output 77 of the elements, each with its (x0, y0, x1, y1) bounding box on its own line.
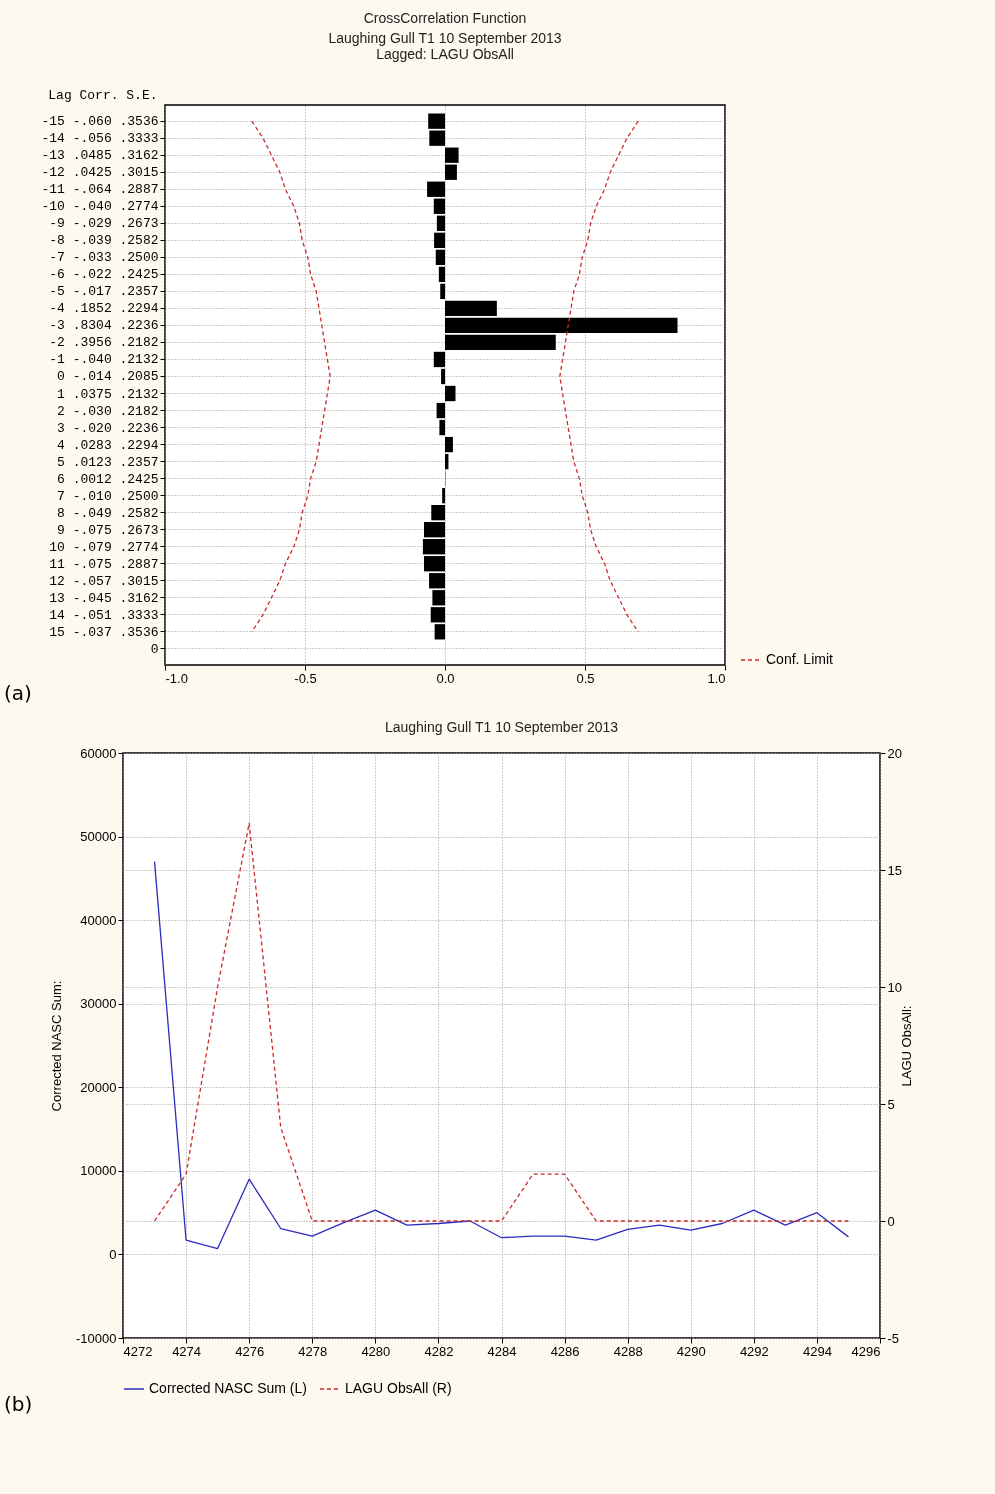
y-tick-label: -1 -.040 .2132 (49, 352, 159, 368)
y-tick-label: 0 -.014 .2085 (57, 369, 159, 385)
y-tick-label: 40000 (80, 912, 117, 928)
y2-tick-label: 15 (887, 862, 902, 878)
y-tick-label: 30000 (80, 996, 117, 1012)
x-tick-label: 4276 (235, 1343, 265, 1359)
y-tick-label: 60000 (80, 745, 117, 761)
y-tick-label: 50000 (80, 829, 117, 845)
y-tick-label: 10 -.079 .2774 (49, 539, 159, 555)
chart-title: CrossCorrelation Function (363, 10, 527, 26)
y-tick-label: -8 -.039 .2582 (49, 233, 159, 249)
y-tick-label: 20000 (80, 1079, 117, 1095)
y-tick-label: 11 -.075 .2887 (49, 556, 159, 572)
y-tick-label: 14 -.051 .3333 (49, 607, 159, 623)
y-tick-label: 8 -.049 .2582 (57, 505, 159, 521)
x-tick-label: -1.0 (165, 670, 188, 686)
y-axis-title: Corrected NASC Sum: (49, 980, 65, 1112)
y-tick-label: -7 -.033 .2500 (49, 250, 159, 266)
x-tick-label: 4286 (550, 1343, 580, 1359)
y-tick-label: 7 -.010 .2500 (57, 488, 159, 504)
legend-label: LAGU ObsAll (R) (345, 1380, 452, 1396)
y-tick-label: 2 -.030 .2182 (57, 403, 159, 419)
y-tick-label: 15 -.037 .3536 (49, 624, 159, 640)
text: (a) (4, 681, 32, 705)
y2-axis-title: LAGU ObsAll: (898, 1005, 914, 1087)
x-tick-label: 4290 (676, 1343, 706, 1359)
x-tick-label: 4272 (123, 1343, 153, 1359)
x-tick-label: 4296 (851, 1343, 881, 1359)
y-tick-label: 5 .0123 .2357 (57, 454, 159, 470)
x-tick-label: -0.5 (294, 670, 317, 686)
x-tick-label: 0.5 (576, 670, 595, 686)
y-tick-label: 13 -.045 .3162 (49, 590, 159, 606)
legend-label: Corrected NASC Sum (L) (149, 1380, 307, 1396)
legend-label: Conf. Limit (766, 651, 834, 667)
y-tick-label: 12 -.057 .3015 (49, 573, 159, 589)
x-tick-label: 0.0 (436, 670, 455, 686)
y-tick-label: -5 -.017 .2357 (49, 284, 159, 300)
y2-tick-label: 20 (887, 745, 902, 761)
y-tick-label: -10000 (76, 1330, 117, 1346)
y-axis-title: Lag Corr. S.E. (48, 87, 158, 103)
y-tick-label: 1 .0375 .2132 (57, 386, 159, 402)
y2-tick-label: 10 (887, 979, 902, 995)
y-tick-label: -4 .1852 .2294 (49, 301, 159, 317)
x-tick-label: 4288 (613, 1343, 643, 1359)
x-tick-label: 4274 (172, 1343, 202, 1359)
y-tick-label: -2 .3956 .2182 (49, 335, 159, 351)
text: (b) (4, 1392, 33, 1416)
y-tick-label: -11 -.064 .2887 (41, 182, 159, 198)
y-tick-label: -9 -.029 .2673 (49, 216, 159, 232)
y-tick-label: 0 (109, 1246, 117, 1262)
y2-tick-label: 0 (887, 1213, 895, 1229)
x-tick-label: 4280 (361, 1343, 391, 1359)
x-tick-label: 4284 (487, 1343, 517, 1359)
y-tick-label: -12 .0425 .3015 (41, 165, 159, 181)
y-tick-label: 0 (150, 641, 159, 657)
y-tick-label: 6 .0012 .2425 (57, 471, 159, 487)
line-series (153, 822, 850, 1222)
x-tick-label: 4292 (739, 1343, 769, 1359)
y-tick-label: -13 .0485 .3162 (41, 148, 159, 164)
y-tick-label: -14 -.056 .3333 (41, 131, 159, 147)
y-tick-label: -6 -.022 .2425 (49, 267, 159, 283)
chart-title: Laughing Gull T1 10 September 2013 (384, 719, 619, 735)
y-tick-label: 4 .0283 .2294 (57, 437, 159, 453)
y-tick-label: -10 -.040 .2774 (41, 199, 159, 215)
x-tick-label: 4278 (298, 1343, 328, 1359)
y-tick-label: -15 -.060 .3536 (41, 114, 159, 130)
y2-tick-label: 5 (887, 1096, 895, 1112)
y2-tick-label: -5 (887, 1330, 900, 1346)
line-series (153, 860, 850, 1250)
x-tick-label: 4282 (424, 1343, 454, 1359)
y-tick-label: 9 -.075 .2673 (57, 522, 159, 538)
x-tick-label: 1.0 (707, 670, 726, 686)
x-tick-label: 4294 (802, 1343, 832, 1359)
y-tick-label: 10000 (80, 1163, 117, 1179)
y-tick-label: 3 -.020 .2236 (57, 420, 159, 436)
y-tick-label: -3 .8304 .2236 (49, 318, 159, 334)
chart-subtitle: Laughing Gull T1 10 September 2013 Lagged: LAGU ObsAll (328, 30, 562, 62)
